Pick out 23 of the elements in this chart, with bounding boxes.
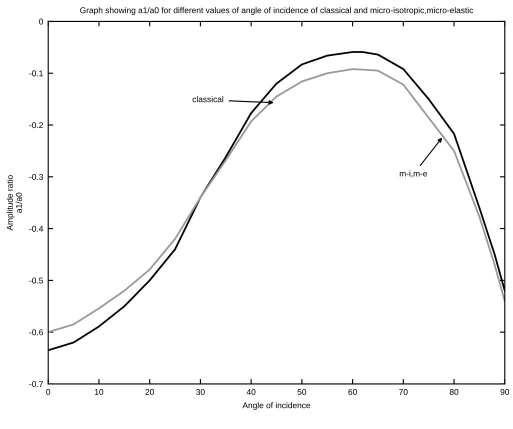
y-tick-label: 0: [39, 18, 44, 25]
x-tick-label: 10: [94, 389, 104, 395]
x-tick-label: 70: [399, 389, 408, 395]
x-tick-label: 30: [196, 389, 205, 395]
x-tick-label: 50: [298, 389, 306, 395]
x-tick-label: 20: [145, 389, 154, 395]
x-tick-label: 60: [348, 389, 357, 395]
x-tick-label: 80: [450, 389, 458, 395]
y-tick-label: -0.7: [29, 381, 43, 388]
x-tick-label: 40: [246, 389, 256, 395]
y-tick-label: -0.6: [29, 329, 43, 336]
y-tick-label: -0.1: [29, 70, 43, 76]
y-tick-label: -0.2: [29, 122, 43, 128]
x-tick-label: 0: [46, 389, 50, 395]
y-tick-label: -0.5: [29, 278, 44, 284]
y-tick-label: -0.3: [29, 174, 43, 180]
x-tick-label: 90: [500, 389, 510, 395]
annotation: classical: [192, 96, 224, 102]
chart-title: Graph showing a1/a0 for different values of angle of incidence of classical and micro-isotropic,micro-elastic: [80, 7, 474, 15]
x-axis-title: Angle of incidence: [242, 402, 310, 410]
y-tick-label: -0.4: [29, 226, 44, 232]
y-axis-title: Amplitude ratio a1/a0: [6, 175, 22, 230]
annotation: m-i,m-e: [400, 170, 428, 178]
